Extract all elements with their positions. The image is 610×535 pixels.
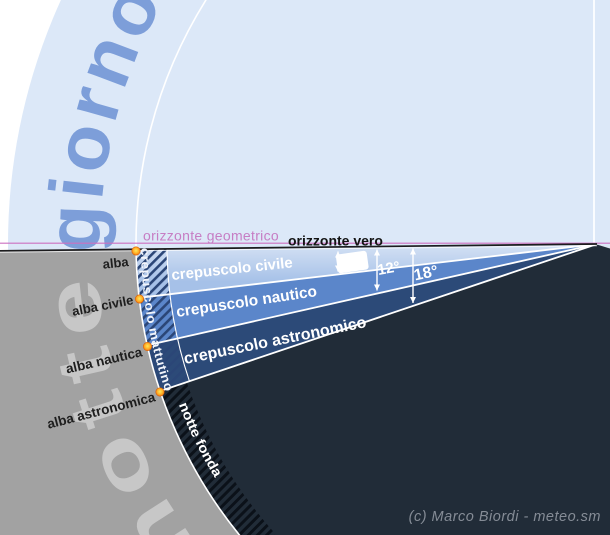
- peak-right-edge: [596, 243, 610, 249]
- angle-label-18: 18°: [412, 263, 439, 285]
- dawn-dot-nautical: [143, 341, 153, 351]
- true-horizon-label: orizzonte vero: [288, 233, 383, 249]
- civil-nautical-separator: [139, 243, 598, 299]
- astronomical-deepnight-separator: [159, 243, 598, 392]
- dawn-dot: [131, 246, 141, 256]
- geometric-horizon-label: orizzonte geometrico: [143, 228, 279, 244]
- angle-label-6: 6°: [345, 254, 360, 272]
- nautical-astronomical-separator: [147, 243, 598, 347]
- true-horizon-underline: [0, 245, 598, 253]
- dawn-dot-civil: [135, 294, 145, 304]
- dawn-label: alba: [102, 254, 130, 272]
- angle-label-6-group: 6°: [336, 250, 369, 274]
- deep-night-region: [160, 244, 610, 535]
- horizon-arc: [135, 0, 241, 535]
- astronomical-twilight-wedge: [147, 244, 598, 392]
- credit-text: (c) Marco Biordi - meteo.sm: [409, 509, 601, 525]
- angle-label-12: 12°: [376, 258, 401, 279]
- night-band: [0, 249, 240, 535]
- true-horizon-line: [0, 243, 598, 252]
- angle-label-6-box: [336, 250, 369, 274]
- dawn-dot-astronomical: [155, 387, 165, 397]
- hatch-inner-arc: [166, 249, 190, 382]
